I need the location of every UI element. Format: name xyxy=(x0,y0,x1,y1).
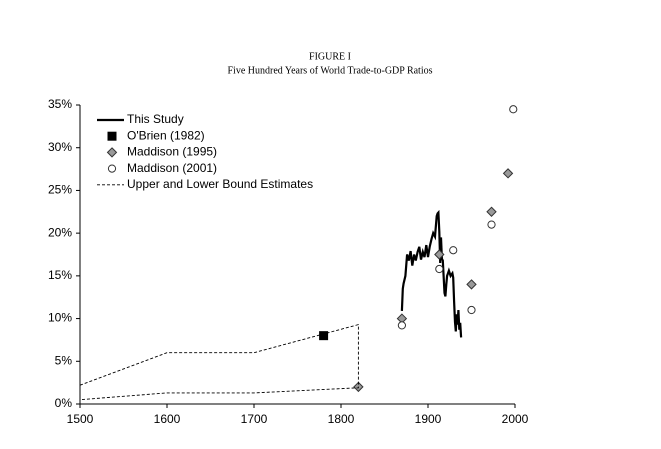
x-tick-label: 1800 xyxy=(328,412,355,426)
chart-title: FIGURE I xyxy=(309,51,351,62)
legend-label: Upper and Lower Bound Estimates xyxy=(127,177,313,191)
y-tick-label: 0% xyxy=(55,396,73,410)
chart-subtitle: Five Hundred Years of World Trade-to-GDP… xyxy=(227,65,432,76)
series-line xyxy=(400,209,463,338)
legend-label: Maddison (1995) xyxy=(127,145,217,159)
y-tick-label: 25% xyxy=(48,183,72,197)
x-tick-label: 1600 xyxy=(154,412,181,426)
y-tick-label: 5% xyxy=(55,353,73,367)
y-tick-label: 30% xyxy=(48,140,72,154)
marker-circle xyxy=(397,321,406,330)
marker-square xyxy=(319,331,329,341)
marker-diamond xyxy=(502,168,514,179)
legend-swatch xyxy=(106,147,118,158)
marker-diamond xyxy=(486,206,497,217)
legend-label: O'Brien (1982) xyxy=(127,128,205,142)
x-tick-label: 1900 xyxy=(415,412,442,426)
legend-swatch xyxy=(107,164,117,173)
legend-swatch xyxy=(107,131,117,141)
y-tick-label: 10% xyxy=(48,311,72,325)
marker-circle xyxy=(487,220,496,229)
y-tick-label: 35% xyxy=(48,97,72,111)
marker-diamond xyxy=(434,249,445,260)
y-tick-label: 20% xyxy=(48,225,72,239)
legend-label: This Study xyxy=(127,112,184,126)
y-tick-label: 15% xyxy=(48,268,72,282)
x-tick-label: 1700 xyxy=(241,412,268,426)
marker-circle xyxy=(509,105,518,114)
marker-diamond xyxy=(466,279,477,290)
series-line xyxy=(79,324,359,401)
x-tick-label: 1500 xyxy=(67,412,94,426)
x-tick-label: 2000 xyxy=(502,412,529,426)
marker-circle xyxy=(467,305,476,315)
marker-circle xyxy=(449,246,458,255)
legend-label: Maddison (2001) xyxy=(127,161,217,175)
marker-circle xyxy=(435,264,444,274)
